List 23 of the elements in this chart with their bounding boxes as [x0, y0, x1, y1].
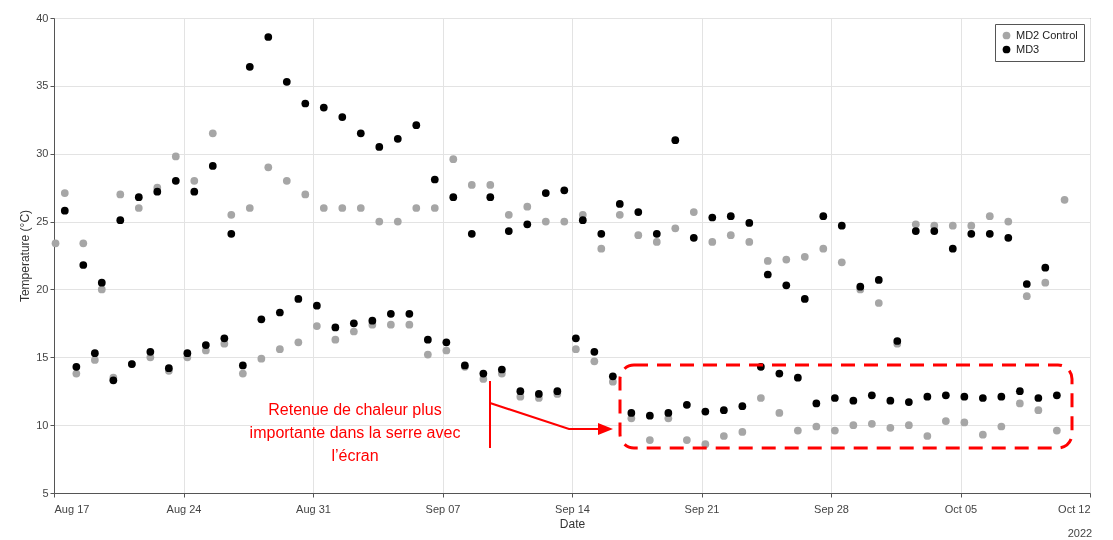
y-tick-label: 30 [36, 147, 49, 160]
legend-label: MD3 [1016, 42, 1040, 55]
y-tick-label: 40 [36, 11, 49, 24]
y-tick-label: 15 [36, 350, 49, 363]
x-tick-label: Aug 17 [54, 502, 90, 515]
x-tick-label: Oct 05 [944, 502, 978, 515]
y-tick-label: 25 [36, 215, 49, 228]
y-tick-label: 35 [36, 79, 49, 92]
x-tick-label: Sep 21 [684, 502, 720, 515]
annotation: Retenue de chaleur plus importante dans la serre avec l’écran [249, 401, 461, 464]
text: 2022 [1067, 527, 1093, 539]
x-tick-label: Sep 28 [814, 502, 849, 515]
x-tick-label: Oct 12 [1058, 502, 1091, 515]
y-tick-label: 20 [36, 282, 49, 295]
y-axis-title: Temperature (°C) [18, 209, 33, 303]
y-tick-label: 10 [36, 418, 49, 431]
x-tick-label: Aug 24 [166, 502, 202, 515]
x-axis-title: Date [559, 516, 586, 531]
x-tick-label: Sep 07 [425, 502, 461, 515]
x-tick-label: Aug 31 [296, 502, 331, 515]
legend-label: MD2 Control [1016, 28, 1078, 41]
x-tick-label: Sep 14 [555, 502, 590, 515]
y-tick-label: 5 [42, 486, 49, 499]
